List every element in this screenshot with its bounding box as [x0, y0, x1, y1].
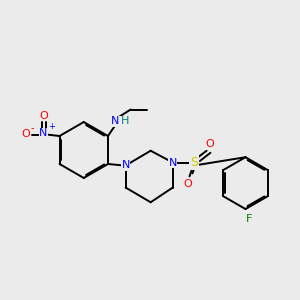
Text: N: N: [39, 128, 47, 138]
Text: H: H: [121, 116, 129, 126]
Text: N: N: [111, 116, 119, 126]
Text: F: F: [246, 214, 252, 224]
Text: O: O: [184, 179, 192, 189]
Text: N: N: [122, 160, 130, 170]
Text: N: N: [169, 158, 177, 167]
Text: O: O: [39, 111, 48, 121]
Text: O: O: [205, 139, 214, 149]
Text: N: N: [122, 160, 130, 170]
Text: +: +: [48, 122, 55, 131]
Text: -: -: [31, 123, 34, 133]
Text: S: S: [190, 156, 198, 169]
Text: O: O: [21, 129, 30, 139]
